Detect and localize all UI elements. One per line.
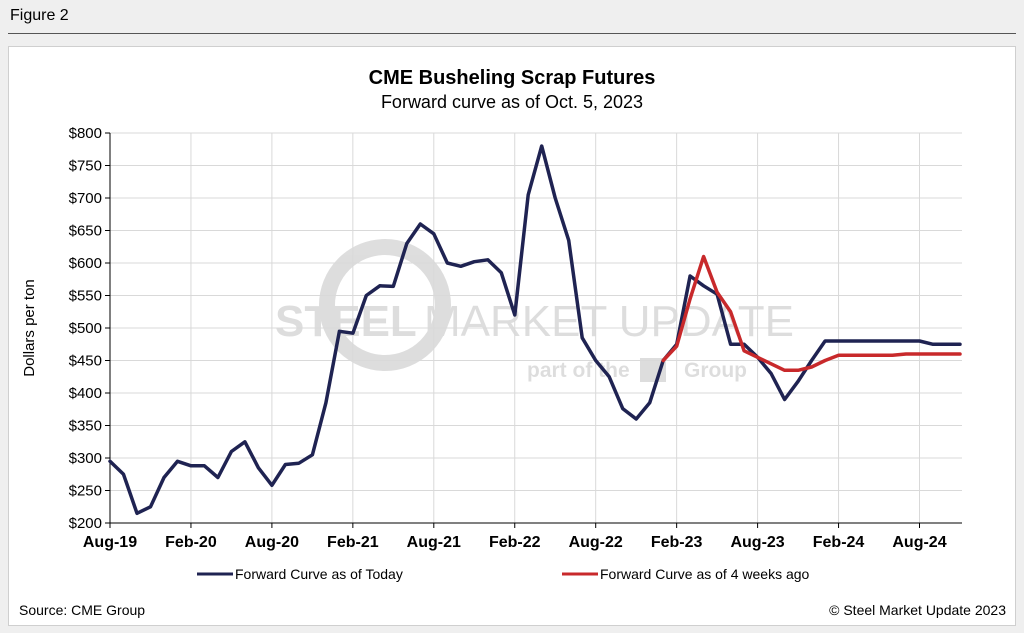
watermark-sub-left: part of the [527,359,630,382]
y-tick-label: $650 [69,223,102,240]
watermark-main-left: STEEL [275,297,417,346]
chart-title: CME Busheling Scrap Futures [369,67,656,89]
copyright-note: © Steel Market Update 2023 [829,602,1006,618]
series-layer [108,144,962,516]
x-tick-label: Feb-20 [165,534,217,551]
figure-label: Figure 2 [10,7,69,24]
y-tick-label: $400 [69,385,102,402]
y-tick-label: $600 [69,255,102,272]
y-tick-label: $500 [69,320,102,337]
y-axis-ticks: $200 $250 $300 $350 $400 $450 $500 $550 $600 $650… [69,125,111,532]
series-line-today [108,144,962,516]
x-tick-label: Aug-20 [245,534,299,551]
series-line-four-weeks-ago [661,254,962,373]
x-tick-label: Aug-22 [569,534,623,551]
chart-subtitle: Forward curve as of Oct. 5, 2023 [381,92,643,112]
y-tick-label: $350 [69,418,102,435]
top-rule [8,33,1016,34]
x-tick-label: Aug-21 [407,534,461,551]
y-tick-label: $550 [69,288,102,305]
x-tick-label: Aug-23 [730,534,784,551]
chart-panel [8,46,1016,626]
x-tick-label: Aug-19 [83,534,137,551]
y-tick-label: $800 [69,125,102,142]
y-tick-label: $750 [69,158,102,175]
source-note: Source: CME Group [19,602,146,618]
y-tick-label: $450 [69,353,102,370]
x-tick-label: Feb-23 [651,534,703,551]
y-tick-label: $300 [69,450,102,467]
legend-label-today: Forward Curve as of Today [235,566,403,582]
gridlines [110,132,962,523]
watermark-sub-right: Group [684,359,747,382]
y-tick-label: $200 [69,515,102,532]
x-axis-ticks: Aug-19 Feb-20 Aug-20 Feb-21 Aug-21 Feb-22 Aug-… [83,522,962,551]
y-tick-label: $700 [69,190,102,207]
x-tick-label: Feb-22 [489,534,541,551]
watermark-logo-ring [319,239,451,371]
legend: Forward Curve as of Today Forward Curve … [197,566,810,582]
y-tick-label: $250 [69,483,102,500]
x-tick-label: Feb-24 [813,534,865,551]
y-axis-label: Dollars per ton [21,279,38,377]
x-tick-label: Aug-24 [892,534,946,551]
x-tick-label: Feb-21 [327,534,379,551]
legend-label-four-weeks: Forward Curve as of 4 weeks ago [600,566,810,582]
